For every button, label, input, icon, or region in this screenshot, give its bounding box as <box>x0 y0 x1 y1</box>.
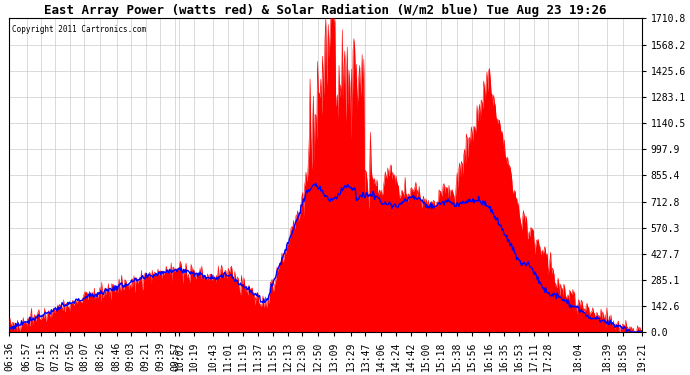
Title: East Array Power (watts red) & Solar Radiation (W/m2 blue) Tue Aug 23 19:26: East Array Power (watts red) & Solar Rad… <box>44 4 607 17</box>
Text: Copyright 2011 Cartronics.com: Copyright 2011 Cartronics.com <box>12 25 146 34</box>
